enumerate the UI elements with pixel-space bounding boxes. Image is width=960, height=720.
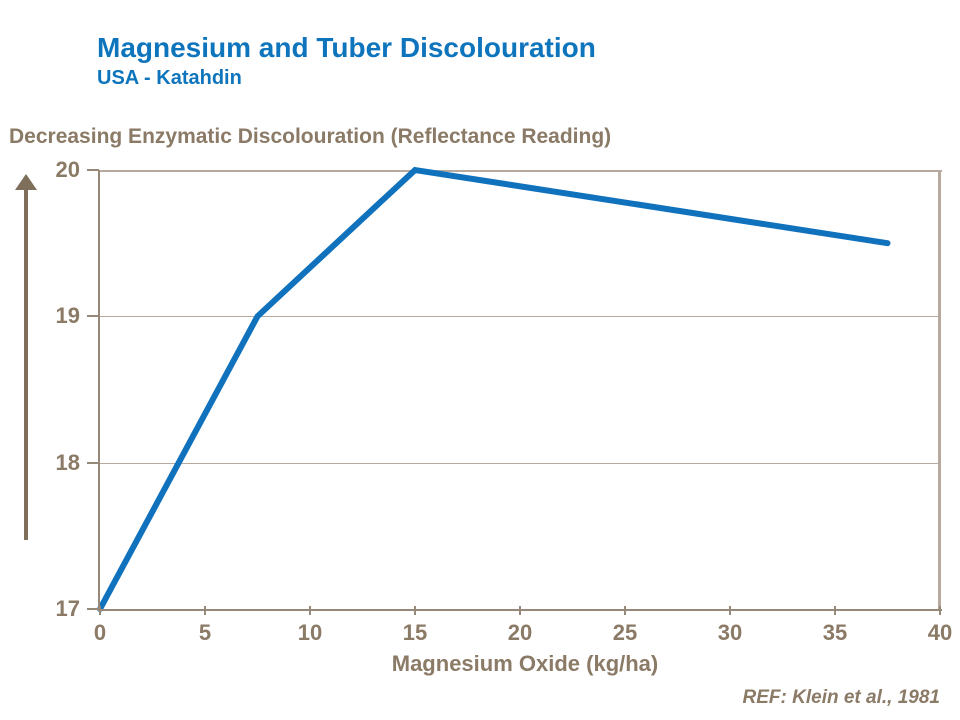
plot-right-border <box>938 170 941 611</box>
y-axis-heading: Decreasing Enzymatic Discolouration (Ref… <box>9 125 612 148</box>
x-tick-label: 5 <box>198 620 212 645</box>
data-series-line <box>97 166 891 612</box>
y-tick-label: 20 <box>55 157 80 182</box>
x-tick-label: 30 <box>717 620 743 645</box>
x-tick-label: 40 <box>927 620 953 645</box>
x-tick-label: 35 <box>822 620 848 645</box>
x-tick-label: 25 <box>612 620 638 645</box>
page-title: Magnesium and Tuber Discolouration <box>97 32 596 63</box>
y-tick-mark <box>87 608 99 610</box>
page-subtitle: USA - Katahdin <box>97 67 242 89</box>
x-axis-title: Magnesium Oxide (kg/ha) <box>391 651 659 676</box>
y-tick-label: 19 <box>55 303 80 329</box>
x-tick-label: 10 <box>297 620 323 645</box>
up-arrow-icon <box>24 188 28 540</box>
y-tick-label: 18 <box>55 449 80 475</box>
x-tick-mark <box>834 606 836 615</box>
x-tick-label: 0 <box>93 620 107 645</box>
x-tick-mark <box>309 606 311 615</box>
line-chart <box>97 166 891 612</box>
gridline-y-19 <box>100 316 940 318</box>
x-tick-mark <box>624 606 626 615</box>
x-tick-label: 15 <box>402 620 428 645</box>
up-arrow-head-icon <box>15 174 37 190</box>
x-tick-mark <box>414 606 416 615</box>
y-tick-mark <box>87 461 99 464</box>
x-tick-mark <box>939 606 941 615</box>
reference-note: REF: Klein et al., 1981 <box>742 687 940 708</box>
x-tick-mark <box>729 606 731 615</box>
x-tick-mark <box>99 606 101 615</box>
x-tick-label: 20 <box>507 620 533 645</box>
y-tick-mark <box>87 315 99 318</box>
y-axis-line <box>98 170 100 611</box>
plot-top-border <box>98 170 942 172</box>
x-tick-mark <box>204 606 206 615</box>
y-tick-mark <box>87 169 99 171</box>
y-tick-label: 17 <box>55 596 80 621</box>
gridline-y-18 <box>100 462 940 464</box>
x-tick-mark <box>519 606 521 615</box>
